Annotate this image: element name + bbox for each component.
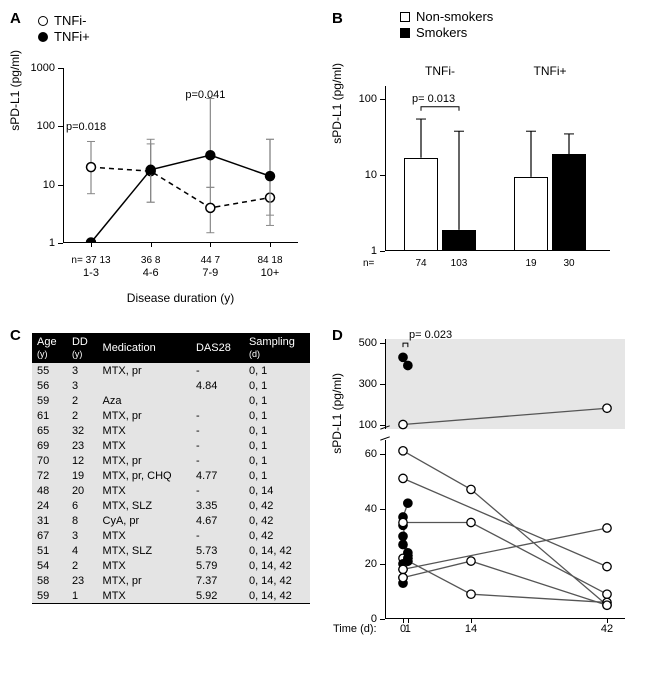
table-row: 514MTX, SLZ5.730, 14, 42: [32, 543, 310, 558]
panel-a-legend: TNFi- TNFi+: [38, 12, 90, 45]
open-square-icon: [400, 12, 410, 22]
table-row: 612MTX, pr-0, 1: [32, 408, 310, 423]
table-row: 673MTX-0, 42: [32, 528, 310, 543]
table-row: 6923MTX-0, 1: [32, 438, 310, 453]
y-axis-label: sPD-L1 (pg/ml): [330, 63, 344, 144]
panel-b-label: B: [332, 10, 343, 27]
closed-circle-icon: [38, 32, 48, 42]
panel-b: B Non-smokers Smokers sPD-L1 (pg/ml) 110…: [330, 8, 640, 313]
table-row: 542MTX5.790, 14, 42: [32, 558, 310, 573]
table-row: 7012MTX, pr-0, 1: [32, 453, 310, 468]
figure-grid: A TNFi- TNFi+ sPD-L1 (pg/ml) Disease dur…: [8, 8, 641, 655]
closed-square-icon: [400, 28, 410, 38]
table-row: 553MTX, pr-0, 1: [32, 363, 310, 378]
table-row: 318CyA, pr4.670, 42: [32, 513, 310, 528]
panel-a-label: A: [10, 10, 21, 27]
legend-text: Non-smokers: [416, 9, 493, 24]
panel-d-plot: sPD-L1 (pg/ml) 1003005000204060011442Tim…: [385, 339, 625, 619]
panel-a-plot: sPD-L1 (pg/ml) Disease duration (y) 1101…: [63, 68, 298, 243]
open-circle-icon: [38, 16, 48, 26]
table-row: 5823MTX, pr7.370, 14, 42: [32, 573, 310, 588]
table-row: 6532MTX-0, 1: [32, 423, 310, 438]
table-row: 5634.840, 1: [32, 378, 310, 393]
table-row: 591MTX5.920, 14, 42: [32, 588, 310, 604]
y-axis-label: sPD-L1 (pg/ml): [330, 373, 344, 454]
panel-d: D sPD-L1 (pg/ml) 1003005000204060011442T…: [330, 325, 640, 655]
panel-c-label: C: [10, 327, 21, 344]
panel-b-plot: sPD-L1 (pg/ml) 110100TNFi-74103p= 0.013T…: [385, 86, 610, 251]
panel-c: C Age(y)DD(y)MedicationDAS28Sampling(d) …: [8, 325, 318, 655]
table-row: 246MTX, SLZ3.350, 42: [32, 498, 310, 513]
x-axis-label: Disease duration (y): [127, 291, 234, 305]
table-row: 4820MTX-0, 14: [32, 483, 310, 498]
legend-text: TNFi-: [54, 13, 87, 28]
panel-a: A TNFi- TNFi+ sPD-L1 (pg/ml) Disease dur…: [8, 8, 318, 313]
y-axis-label: sPD-L1 (pg/ml): [8, 50, 22, 131]
legend-text: TNFi+: [54, 29, 90, 44]
panel-c-table: Age(y)DD(y)MedicationDAS28Sampling(d) 55…: [32, 333, 310, 604]
legend-text: Smokers: [416, 25, 467, 40]
panel-d-label: D: [332, 327, 343, 344]
table-row: 592Aza0, 1: [32, 393, 310, 408]
table-row: 7219MTX, pr, CHQ4.770, 1: [32, 468, 310, 483]
panel-b-legend: Non-smokers Smokers: [400, 8, 493, 41]
